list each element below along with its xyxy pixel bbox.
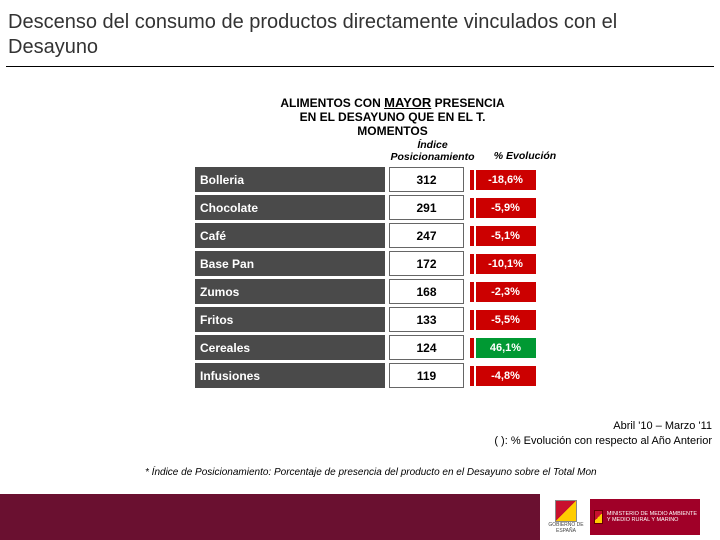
row-evolution-wrap: -4,8% [470, 363, 536, 388]
row-label: Fritos [195, 307, 385, 332]
row-index: 124 [389, 335, 464, 360]
footer-bar-right: GOBIERNO DE ESPAÑA MINISTERIO DE MEDIO A… [540, 494, 720, 540]
ministry-label: MINISTERIO DE MEDIO AMBIENTE Y MEDIO RUR… [607, 511, 700, 523]
row-index: 133 [389, 307, 464, 332]
row-evolution-wrap: 46,1% [470, 335, 536, 360]
ministerio-logo: MINISTERIO DE MEDIO AMBIENTE Y MEDIO RUR… [590, 499, 700, 535]
row-evolution-wrap: -5,9% [470, 195, 536, 220]
table-rows: Bolleria312 -18,6% Chocolate291 -5,9% Café24… [195, 167, 590, 388]
row-label: Cereales [195, 335, 385, 360]
row-tick [470, 198, 474, 218]
row-label: Café [195, 223, 385, 248]
row-evolution: -18,6% [476, 170, 536, 190]
row-evolution-wrap: -10,1% [470, 251, 536, 276]
page-title: Descenso del consumo de productos direct… [0, 0, 720, 64]
row-index: 119 [389, 363, 464, 388]
row-evolution-wrap: -18,6% [470, 167, 536, 192]
heading-mayor: MAYOR [384, 95, 431, 110]
period-line2: ( ): % Evolución con respecto al Año Ant… [494, 435, 712, 447]
row-label: Infusiones [195, 363, 385, 388]
table-row: Zumos168 -2,3% [195, 279, 590, 304]
row-evolution-wrap: -2,3% [470, 279, 536, 304]
table-row: Chocolate291 -5,9% [195, 195, 590, 220]
row-index: 312 [389, 167, 464, 192]
row-index: 291 [389, 195, 464, 220]
table-row: Fritos133 -5,5% [195, 307, 590, 332]
row-tick [470, 366, 474, 386]
ministry-shield-icon [594, 510, 603, 524]
row-tick [470, 338, 474, 358]
row-evolution-wrap: -5,1% [470, 223, 536, 248]
column-headers: Índice Posicionamiento % Evolución [195, 140, 590, 163]
table-row: Base Pan172 -10,1% [195, 251, 590, 276]
row-label: Chocolate [195, 195, 385, 220]
row-evolution-wrap: -5,5% [470, 307, 536, 332]
shield-icon [555, 500, 577, 522]
gobierno-espana-logo: GOBIERNO DE ESPAÑA [546, 499, 586, 535]
row-tick [470, 282, 474, 302]
row-label: Zumos [195, 279, 385, 304]
footnote: * Índice de Posicionamiento: Porcentaje … [145, 467, 597, 478]
row-evolution: -5,1% [476, 226, 536, 246]
row-tick [470, 310, 474, 330]
row-tick [470, 226, 474, 246]
footer-bar: GOBIERNO DE ESPAÑA MINISTERIO DE MEDIO A… [0, 494, 720, 540]
row-tick [470, 254, 474, 274]
heading-post: PRESENCIA [431, 96, 504, 110]
row-evolution: -10,1% [476, 254, 536, 274]
table-row: Café247 -5,1% [195, 223, 590, 248]
table-row: Infusiones119 -4,8% [195, 363, 590, 388]
gov-label: GOBIERNO DE ESPAÑA [546, 522, 586, 534]
col-header-evolution: % Evolución [480, 140, 570, 163]
heading-pre: ALIMENTOS CON [280, 96, 384, 110]
row-label: Bolleria [195, 167, 385, 192]
period-line1: Abril '10 – Marzo '11 [613, 420, 712, 432]
row-evolution: -2,3% [476, 282, 536, 302]
row-index: 247 [389, 223, 464, 248]
table-row: Cereales124 46,1% [195, 335, 590, 360]
title-divider [6, 66, 714, 67]
row-index: 168 [389, 279, 464, 304]
table-row: Bolleria312 -18,6% [195, 167, 590, 192]
footer-bar-left [0, 494, 540, 540]
heading-line2: EN EL DESAYUNO QUE EN EL T. [300, 110, 486, 124]
row-evolution: -4,8% [476, 366, 536, 386]
row-evolution: 46,1% [476, 338, 536, 358]
row-evolution: -5,5% [476, 310, 536, 330]
row-label: Base Pan [195, 251, 385, 276]
row-index: 172 [389, 251, 464, 276]
table-heading: ALIMENTOS CON MAYOR PRESENCIA EN EL DESA… [195, 95, 590, 138]
col-header-index: Índice Posicionamiento [385, 140, 480, 163]
row-tick [470, 170, 474, 190]
period-note: Abril '10 – Marzo '11 ( ): % Evolución c… [494, 419, 712, 448]
row-evolution: -5,9% [476, 198, 536, 218]
presence-table: ALIMENTOS CON MAYOR PRESENCIA EN EL DESA… [195, 95, 590, 388]
heading-line3: MOMENTOS [357, 124, 427, 138]
